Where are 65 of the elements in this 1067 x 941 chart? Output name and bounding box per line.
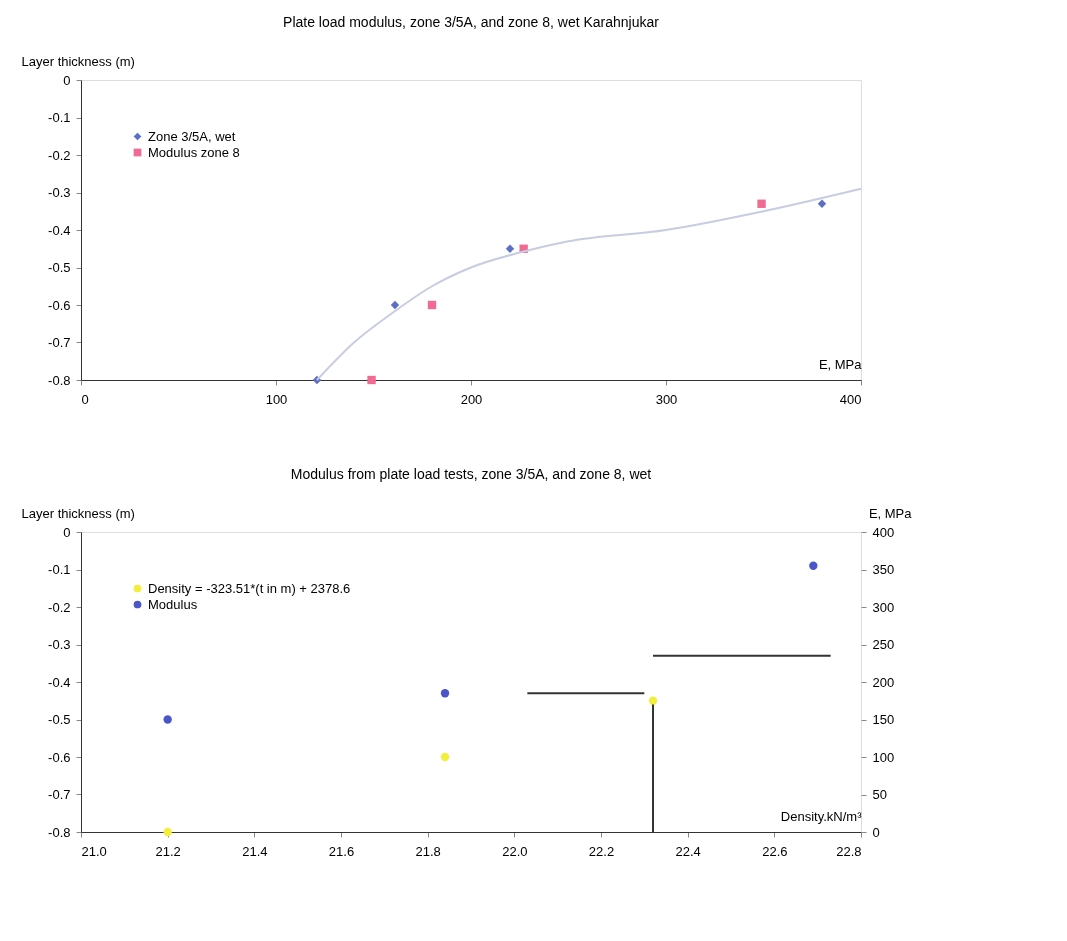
- y-tick-label: -0.3: [48, 637, 71, 652]
- y2-tick-label: 50: [872, 787, 887, 802]
- y2-tick-label: 300: [872, 599, 895, 615]
- point: [390, 300, 400, 310]
- y-tick-label: -0.5: [48, 712, 71, 727]
- y-tick-label: -0.7: [48, 335, 71, 350]
- point: [817, 199, 827, 208]
- point: [427, 300, 437, 310]
- point: [809, 561, 818, 570]
- chart-title: Modulus from plate load tests, zone 3/5A, and zone 8, wet: [290, 466, 652, 482]
- y-tick-label: -0.1: [48, 110, 71, 125]
- point: [163, 827, 172, 837]
- y-tick-label: -0.2: [48, 599, 71, 615]
- point: [163, 715, 172, 724]
- y2-tick-label: 0: [872, 824, 880, 840]
- legend-label: Zone 3/5A, wet: [148, 128, 236, 144]
- point: [757, 199, 766, 208]
- y2-tick-label: 100: [872, 749, 895, 765]
- chart-title: Plate load modulus, zone 3/5A, and zone 8, wet Karahnjukar: [283, 14, 660, 30]
- x-tick-label: 0: [81, 391, 89, 407]
- x-axis-title: Density.kN/m³: [780, 808, 863, 824]
- x-tick-label: 200: [460, 391, 483, 407]
- x-tick-label: 22.8: [836, 843, 862, 859]
- point: [440, 752, 450, 762]
- y-tick-label: -0.4: [48, 222, 71, 238]
- legend-label: Modulus zone 8: [148, 144, 240, 160]
- y-tick-label: -0.8: [48, 824, 71, 840]
- y-tick-label: -0.1: [48, 562, 71, 577]
- x-tick-label: 22.2: [588, 843, 615, 859]
- point: [367, 375, 376, 385]
- y2-tick-label: 150: [872, 712, 895, 727]
- x-tick-label: 21.2: [155, 843, 181, 859]
- y-tick-label: -0.7: [48, 787, 71, 802]
- y-tick-label: -0.6: [48, 297, 71, 313]
- y-tick-label: -0.3: [48, 185, 71, 200]
- x-tick-label: 400: [839, 391, 862, 407]
- x-tick-label: 300: [655, 391, 678, 407]
- y-tick-label: 0: [63, 524, 71, 540]
- legend-label: Modulus: [148, 596, 198, 612]
- y-axis-title: Layer thickness (m): [21, 505, 135, 521]
- y-tick-label: -0.2: [48, 147, 71, 163]
- x-axis-title: E, MPa: [818, 356, 863, 372]
- y2-tick-label: 200: [872, 674, 895, 690]
- x-tick-label: 21.6: [328, 843, 355, 859]
- y-tick-label: -0.8: [48, 372, 71, 388]
- point: [648, 696, 658, 705]
- y2-axis-title: E, MPa: [868, 505, 913, 521]
- x-tick-label: 22.4: [675, 843, 701, 859]
- point: [505, 244, 515, 253]
- y-axis-title: Layer thickness (m): [21, 53, 135, 69]
- x-tick-label: 21.8: [415, 843, 441, 859]
- x-tick-label: 21.4: [242, 843, 268, 859]
- x-tick-label: 21.0: [81, 843, 107, 859]
- y2-tick-label: 350: [872, 562, 895, 577]
- x-tick-label: 22.0: [502, 843, 528, 859]
- y2-tick-label: 400: [872, 524, 895, 540]
- y2-tick-label: 250: [872, 637, 895, 652]
- legend-label: Density = -323.51*(t in m) + 2378.6: [148, 580, 351, 596]
- y-tick-label: -0.4: [48, 674, 71, 690]
- y-tick-label: -0.5: [48, 260, 71, 275]
- x-tick-label: 100: [265, 391, 288, 407]
- point: [440, 689, 450, 698]
- y-tick-label: -0.6: [48, 749, 71, 765]
- y-tick-label: 0: [63, 72, 71, 88]
- x-tick-label: 22.6: [762, 843, 788, 859]
